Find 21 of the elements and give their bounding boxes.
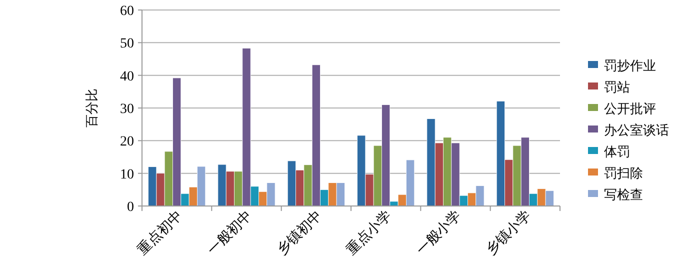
legend-label: 公开批评 bbox=[604, 101, 656, 116]
legend-label: 办公室谈话 bbox=[604, 122, 669, 138]
x-tick-label: 重点初中 bbox=[134, 208, 186, 258]
y-tick-label: 60 bbox=[120, 4, 134, 19]
y-axis-title: 百分比 bbox=[84, 88, 99, 128]
x-tick-label: 乡镇初中 bbox=[274, 208, 325, 258]
y-tick-label: 20 bbox=[120, 134, 134, 150]
y-tick-label: 10 bbox=[120, 167, 134, 182]
x-tick-label: 一般小学 bbox=[413, 208, 464, 258]
legend-label: 罚扫除 bbox=[604, 166, 643, 180]
legend-label: 体罚 bbox=[604, 144, 630, 159]
y-tick-label: 30 bbox=[120, 102, 134, 117]
legend-label: 罚站 bbox=[604, 80, 630, 94]
legend-label: 罚抄作业 bbox=[604, 58, 656, 73]
x-tick-label: 一般初中 bbox=[204, 208, 256, 258]
x-tick-label: 乡镇小学 bbox=[483, 208, 534, 258]
x-tick-label: 重点小学 bbox=[344, 208, 395, 258]
y-tick-label: 50 bbox=[120, 36, 134, 52]
y-tick-label: 0 bbox=[127, 200, 134, 215]
y-tick-label: 40 bbox=[120, 69, 134, 84]
legend-label: 写检查 bbox=[604, 187, 643, 202]
